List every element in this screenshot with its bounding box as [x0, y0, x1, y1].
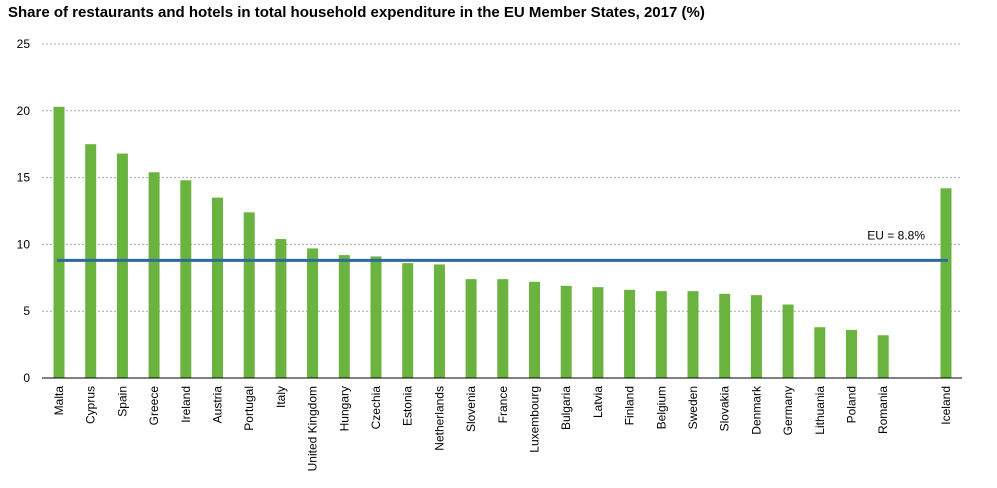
y-tick-label-10: 10 [17, 237, 31, 251]
x-tick-label-france: France [496, 386, 510, 424]
x-tick-label-austria: Austria [211, 386, 225, 424]
x-tick-label-sweden: Sweden [686, 386, 700, 429]
x-tick-label-spain: Spain [115, 386, 129, 417]
x-tick-label-germany: Germany [781, 386, 795, 435]
bars [53, 106, 952, 379]
bar-slovakia [719, 293, 731, 378]
bar-estonia [402, 263, 414, 378]
x-axis-labels: Malta Cyprus Spain Greece Ireland Austria Port… [52, 385, 953, 471]
x-tick-label-latvia: Latvia [591, 386, 605, 418]
bar-hungary [338, 255, 350, 378]
bar-bulgaria [560, 285, 572, 378]
x-tick-label-ireland: Ireland [179, 386, 193, 423]
bar-latvia [592, 287, 604, 378]
bar-united-kingdom [307, 248, 319, 378]
x-tick-label-slovakia: Slovakia [718, 386, 732, 432]
x-tick-label-bulgaria: Bulgaria [559, 386, 573, 430]
bar-lithuania [814, 327, 826, 378]
bar-iceland [940, 188, 952, 378]
x-tick-label-estonia: Estonia [401, 386, 415, 426]
chart-title: Share of restaurants and hotels in total… [8, 4, 705, 21]
bar-greece [148, 172, 160, 378]
bar-ireland [180, 180, 192, 378]
x-tick-label-portugal: Portugal [242, 386, 256, 431]
x-tick-label-poland: Poland [845, 386, 859, 423]
x-tick-label-united-kingdom: United Kingdom [306, 386, 320, 471]
x-tick-label-finland: Finland [623, 386, 637, 425]
bar-luxembourg [529, 281, 540, 378]
eu-average-label: EU = 8.8% [867, 228, 925, 242]
x-tick-label-denmark: Denmark [749, 385, 763, 435]
x-tick-label-italy: Italy [274, 386, 288, 408]
y-tick-label-0: 0 [23, 371, 30, 385]
bar-portugal [243, 212, 255, 378]
y-axis-ticks: 0 5 10 15 20 25 [17, 37, 31, 385]
x-tick-label-belgium: Belgium [654, 386, 668, 429]
bar-spain [116, 153, 128, 378]
bar-belgium [655, 291, 667, 378]
x-tick-label-cyprus: Cyprus [84, 386, 98, 424]
bar-austria [212, 197, 223, 378]
bar-italy [275, 239, 287, 378]
x-tick-label-netherlands: Netherlands [432, 386, 446, 451]
x-tick-label-slovenia: Slovenia [464, 386, 478, 432]
x-tick-label-hungary: Hungary [337, 386, 351, 431]
bar-romania [877, 335, 889, 378]
y-tick-label-20: 20 [17, 104, 31, 118]
bar-czechia [370, 256, 382, 378]
bar-poland [846, 329, 857, 378]
eu-average: EU = 8.8% [57, 228, 948, 262]
x-tick-label-romania: Romania [876, 386, 890, 434]
x-tick-label-malta: Malta [52, 386, 66, 416]
bar-malta [53, 106, 65, 379]
y-tick-label-25: 25 [17, 37, 31, 51]
bar-netherlands [433, 264, 445, 378]
x-tick-label-lithuania: Lithuania [813, 386, 827, 435]
bar-finland [624, 289, 636, 378]
bar-denmark [750, 295, 762, 378]
bar-germany [782, 304, 794, 378]
bar-slovenia [465, 279, 477, 378]
x-tick-label-iceland: Iceland [939, 386, 953, 425]
bar-sweden [687, 291, 699, 378]
y-tick-label-5: 5 [23, 304, 30, 318]
x-tick-label-greece: Greece [147, 386, 161, 426]
x-tick-label-luxembourg: Luxembourg [528, 386, 542, 453]
gridlines [42, 43, 962, 312]
y-tick-label-15: 15 [17, 171, 31, 185]
x-tick-label-czechia: Czechia [369, 386, 383, 430]
bar-france [497, 279, 509, 378]
